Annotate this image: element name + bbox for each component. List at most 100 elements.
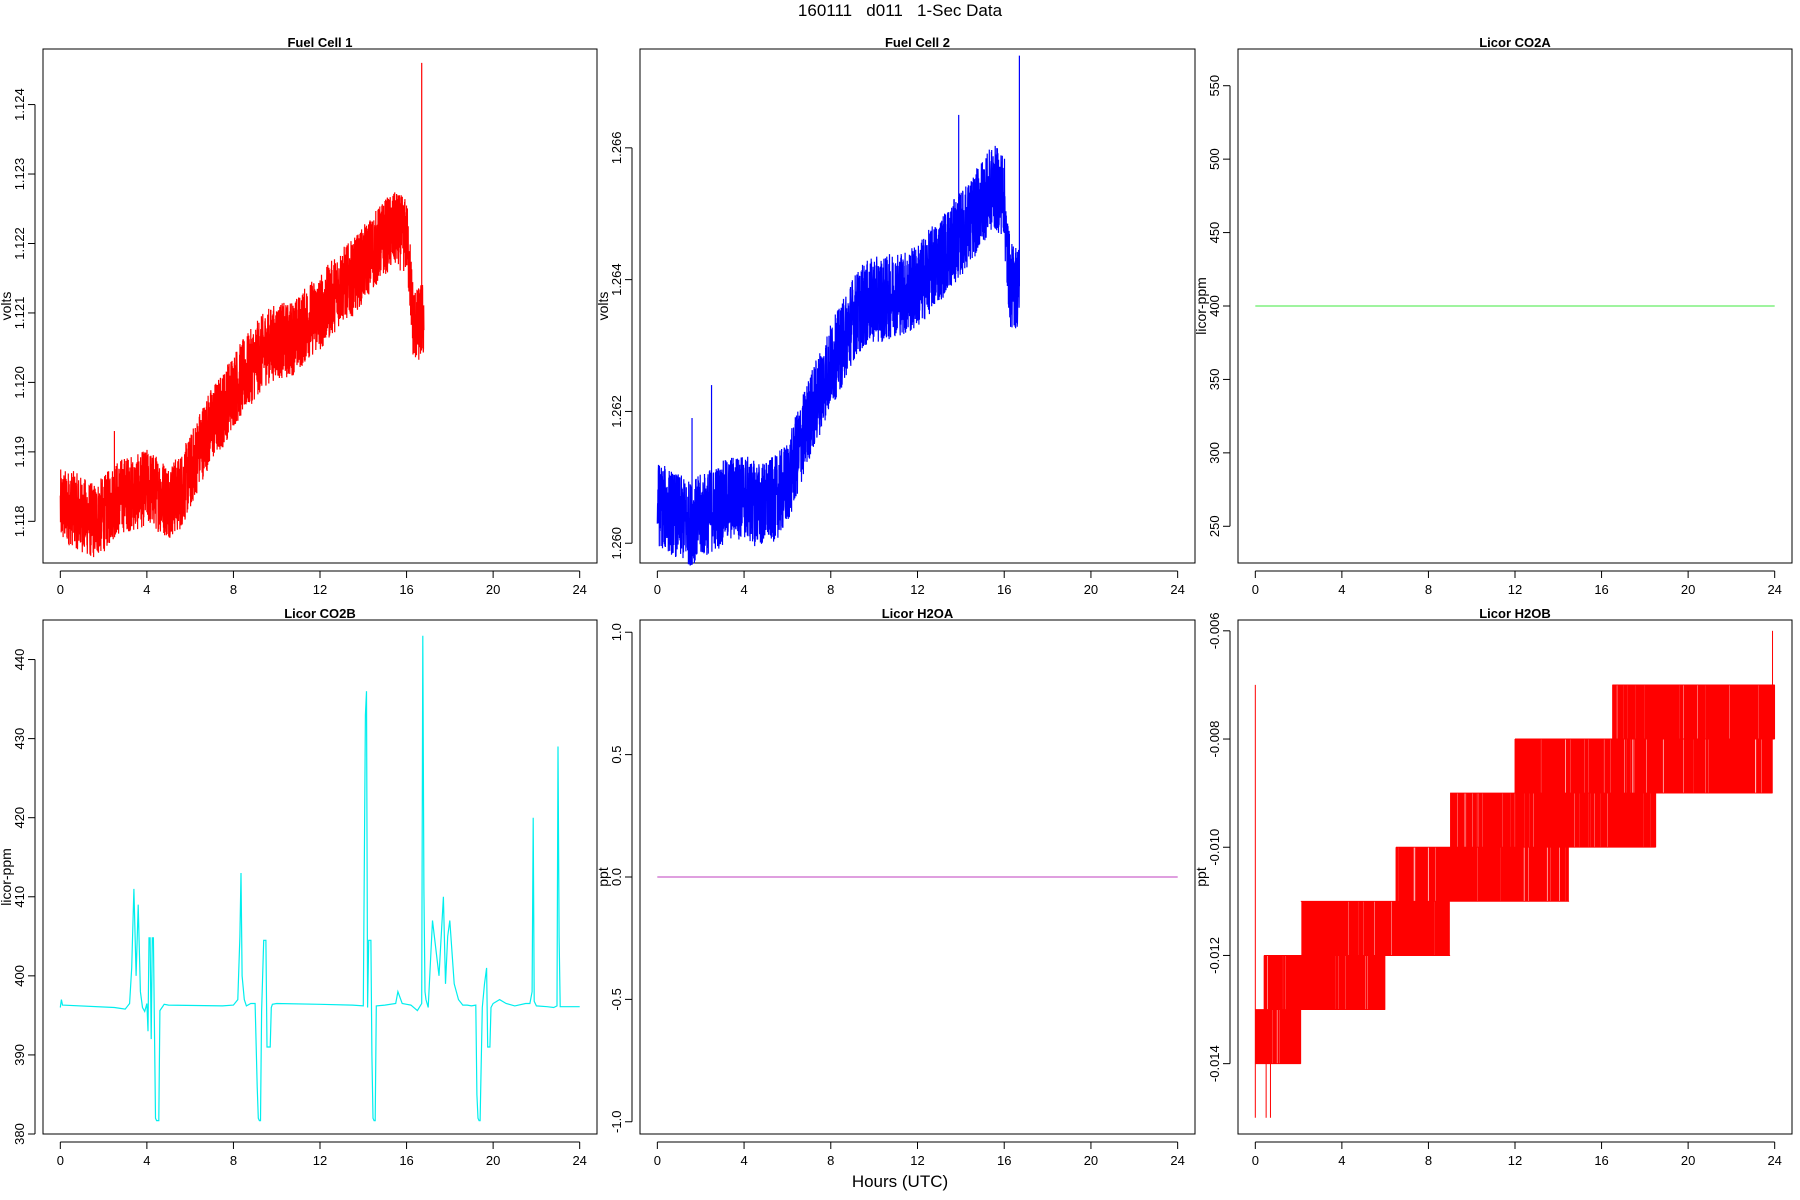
licor-h2oa-y-tick-label: -0.5	[609, 988, 624, 1010]
licor-co2a-y-tick-label: 250	[1207, 515, 1222, 537]
licor-h2oa-y-tick-label: 0.5	[609, 746, 624, 764]
fuel-cell-2-title: Fuel Cell 2	[885, 35, 950, 50]
licor-co2b-plot-frame	[42, 619, 598, 1135]
fuel-cell-1-title: Fuel Cell 1	[287, 35, 352, 50]
panel-licor-co2b: Licor CO2B licor-ppm 0 4 8 12 16 20 24 380 390 400 4…	[0, 606, 598, 1168]
licor-h2oa-x-tick-label: 20	[1084, 1153, 1098, 1168]
licor-h2oa-y-tick-label: 0.0	[609, 868, 624, 886]
licor-co2b-x-tick-label: 8	[230, 1153, 237, 1168]
licor-co2b-y-tick-label: 410	[12, 886, 27, 908]
licor-h2ob-y-tick-label: -0.006	[1207, 612, 1222, 649]
licor-co2a-x-tick-label: 20	[1681, 582, 1695, 597]
licor-h2oa-x-tick-label: 8	[827, 1153, 834, 1168]
licor-co2a-y-tick-label: 400	[1207, 295, 1222, 317]
fuel-cell-2-y-tick-label: 1.264	[609, 263, 624, 296]
licor-h2ob-x-tick-label: 16	[1594, 1153, 1608, 1168]
licor-h2ob-x-tick-label: 0	[1252, 1153, 1259, 1168]
fuel-cell-1-x-tick-label: 16	[399, 582, 413, 597]
licor-co2b-x-tick-label: 0	[57, 1153, 64, 1168]
licor-h2ob-y-tick-label: -0.014	[1207, 1045, 1222, 1082]
licor-h2ob-y-tick-label: -0.012	[1207, 937, 1222, 974]
panel-fuel-cell-2: Fuel Cell 2 volts 0 4 8 12 16 20 24 1.260 1.262 1.2…	[595, 35, 1196, 597]
licor-co2b-y-tick-label: 430	[12, 728, 27, 750]
panel-licor-h2oa: Licor H2OA ppt 0 4 8 12 16 20 24 -1.0 -0.5 0.0 0.5 1.…	[595, 606, 1196, 1168]
licor-h2oa-x-tick-label: 0	[654, 1153, 661, 1168]
licor-co2a-y-tick-label: 350	[1207, 369, 1222, 391]
fuel-cell-2-x-tick-label: 16	[997, 582, 1011, 597]
licor-h2ob-y-tick-label: -0.010	[1207, 829, 1222, 866]
licor-co2a-x-tick-label: 16	[1594, 582, 1608, 597]
licor-co2a-ylabel: licor-ppm	[1193, 277, 1209, 335]
fuel-cell-2-x-tick-label: 12	[910, 582, 924, 597]
licor-co2a-y-tick-label: 450	[1207, 222, 1222, 244]
licor-co2a-x-tick-label: 24	[1767, 582, 1781, 597]
licor-co2b-y-tick-label: 390	[12, 1044, 27, 1066]
licor-co2a-x-tick-label: 0	[1252, 582, 1259, 597]
fuel-cell-2-x-tick-label: 4	[740, 582, 747, 597]
fuel-cell-1-y-tick-label: 1.122	[12, 227, 27, 260]
licor-co2a-x-tick-label: 12	[1508, 582, 1522, 597]
licor-h2oa-y-tick-label: 1.0	[609, 623, 624, 641]
licor-h2ob-title: Licor H2OB	[1479, 606, 1551, 621]
licor-co2b-x-tick-label: 12	[313, 1153, 327, 1168]
fuel-cell-2-x-tick-label: 8	[827, 582, 834, 597]
licor-h2ob-plot-frame	[1237, 619, 1793, 1135]
licor-co2b-y-tick-label: 400	[12, 965, 27, 987]
fuel-cell-1-x-tick-label: 0	[57, 582, 64, 597]
fuel-cell-1-series-line	[59, 192, 425, 558]
figure-x-axis-label: Hours (UTC)	[851, 1172, 949, 1191]
fuel-cell-1-y-tick-label: 1.123	[12, 158, 27, 191]
fuel-cell-1-x-tick-label: 8	[230, 582, 237, 597]
licor-co2a-plot-frame	[1237, 48, 1793, 564]
fuel-cell-1-x-tick-label: 12	[313, 582, 327, 597]
licor-co2b-series-line	[59, 635, 580, 1122]
fuel-cell-2-y-tick-label: 1.266	[609, 132, 624, 165]
fuel-cell-2-x-tick-label: 20	[1084, 582, 1098, 597]
fuel-cell-2-x-tick-label: 24	[1170, 582, 1184, 597]
licor-h2oa-plot-frame	[639, 619, 1196, 1135]
licor-co2a-y-tick-label: 300	[1207, 442, 1222, 464]
figure-title: 160111 d011 1-Sec Data	[797, 1, 1003, 20]
fuel-cell-1-y-tick-label: 1.118	[12, 506, 27, 538]
panel-licor-co2a: Licor CO2A licor-ppm 0 4 8 12 16 20 24 250 300 350 4…	[1193, 35, 1793, 597]
fuel-cell-1-x-tick-label: 24	[572, 582, 586, 597]
fuel-cell-2-y-tick-label: 1.262	[609, 395, 624, 428]
fuel-cell-1-ylabel: volts	[0, 292, 14, 321]
licor-co2b-ylabel: licor-ppm	[0, 848, 14, 906]
licor-h2ob-x-tick-label: 4	[1338, 1153, 1345, 1168]
licor-h2ob-y-tick-label: -0.008	[1207, 721, 1222, 758]
fuel-cell-1-x-tick-label: 20	[486, 582, 500, 597]
fuel-cell-1-y-tick-label: 1.121	[12, 297, 27, 330]
fuel-cell-2-y-tick-label: 1.260	[609, 527, 624, 560]
licor-h2ob-x-tick-label: 20	[1681, 1153, 1695, 1168]
licor-co2b-x-tick-label: 4	[143, 1153, 150, 1168]
licor-co2b-x-tick-label: 16	[399, 1153, 413, 1168]
licor-co2b-x-tick-label: 20	[486, 1153, 500, 1168]
fuel-cell-2-ylabel: volts	[595, 292, 611, 321]
licor-co2a-title: Licor CO2A	[1479, 35, 1551, 50]
licor-co2a-y-tick-label: 550	[1207, 75, 1222, 97]
licor-co2b-y-tick-label: 420	[12, 807, 27, 829]
licor-h2oa-x-tick-label: 12	[910, 1153, 924, 1168]
licor-h2oa-x-tick-label: 16	[997, 1153, 1011, 1168]
licor-co2a-x-tick-label: 4	[1338, 582, 1345, 597]
panel-fuel-cell-1: Fuel Cell 1 volts 0 4 8 12 16 20 24 1.118 1.119 1.1…	[0, 35, 598, 597]
licor-h2oa-x-tick-label: 24	[1170, 1153, 1184, 1168]
licor-co2b-x-tick-label: 24	[572, 1153, 586, 1168]
fuel-cell-1-y-tick-label: 1.119	[12, 436, 27, 468]
licor-h2ob-x-tick-label: 12	[1508, 1153, 1522, 1168]
licor-h2ob-x-tick-label: 24	[1767, 1153, 1781, 1168]
licor-h2oa-title: Licor H2OA	[882, 606, 954, 621]
fuel-cell-1-x-tick-label: 4	[143, 582, 150, 597]
panel-licor-h2ob: Licor H2OB ppt 0 4 8 12 16 20 24 -0.014 -0.012 -0.0…	[1193, 606, 1793, 1168]
licor-co2b-y-tick-label: 440	[12, 649, 27, 671]
fuel-cell-1-plot-frame	[42, 48, 598, 564]
licor-co2a-x-tick-label: 8	[1425, 582, 1432, 597]
fuel-cell-2-plot-frame	[639, 48, 1196, 564]
licor-h2ob-ylabel: ppt	[1193, 867, 1209, 887]
licor-co2b-y-tick-label: 380	[12, 1123, 27, 1145]
fuel-cell-2-x-tick-label: 0	[654, 582, 661, 597]
licor-co2a-y-tick-label: 500	[1207, 148, 1222, 170]
fuel-cell-1-y-tick-label: 1.124	[12, 88, 27, 121]
